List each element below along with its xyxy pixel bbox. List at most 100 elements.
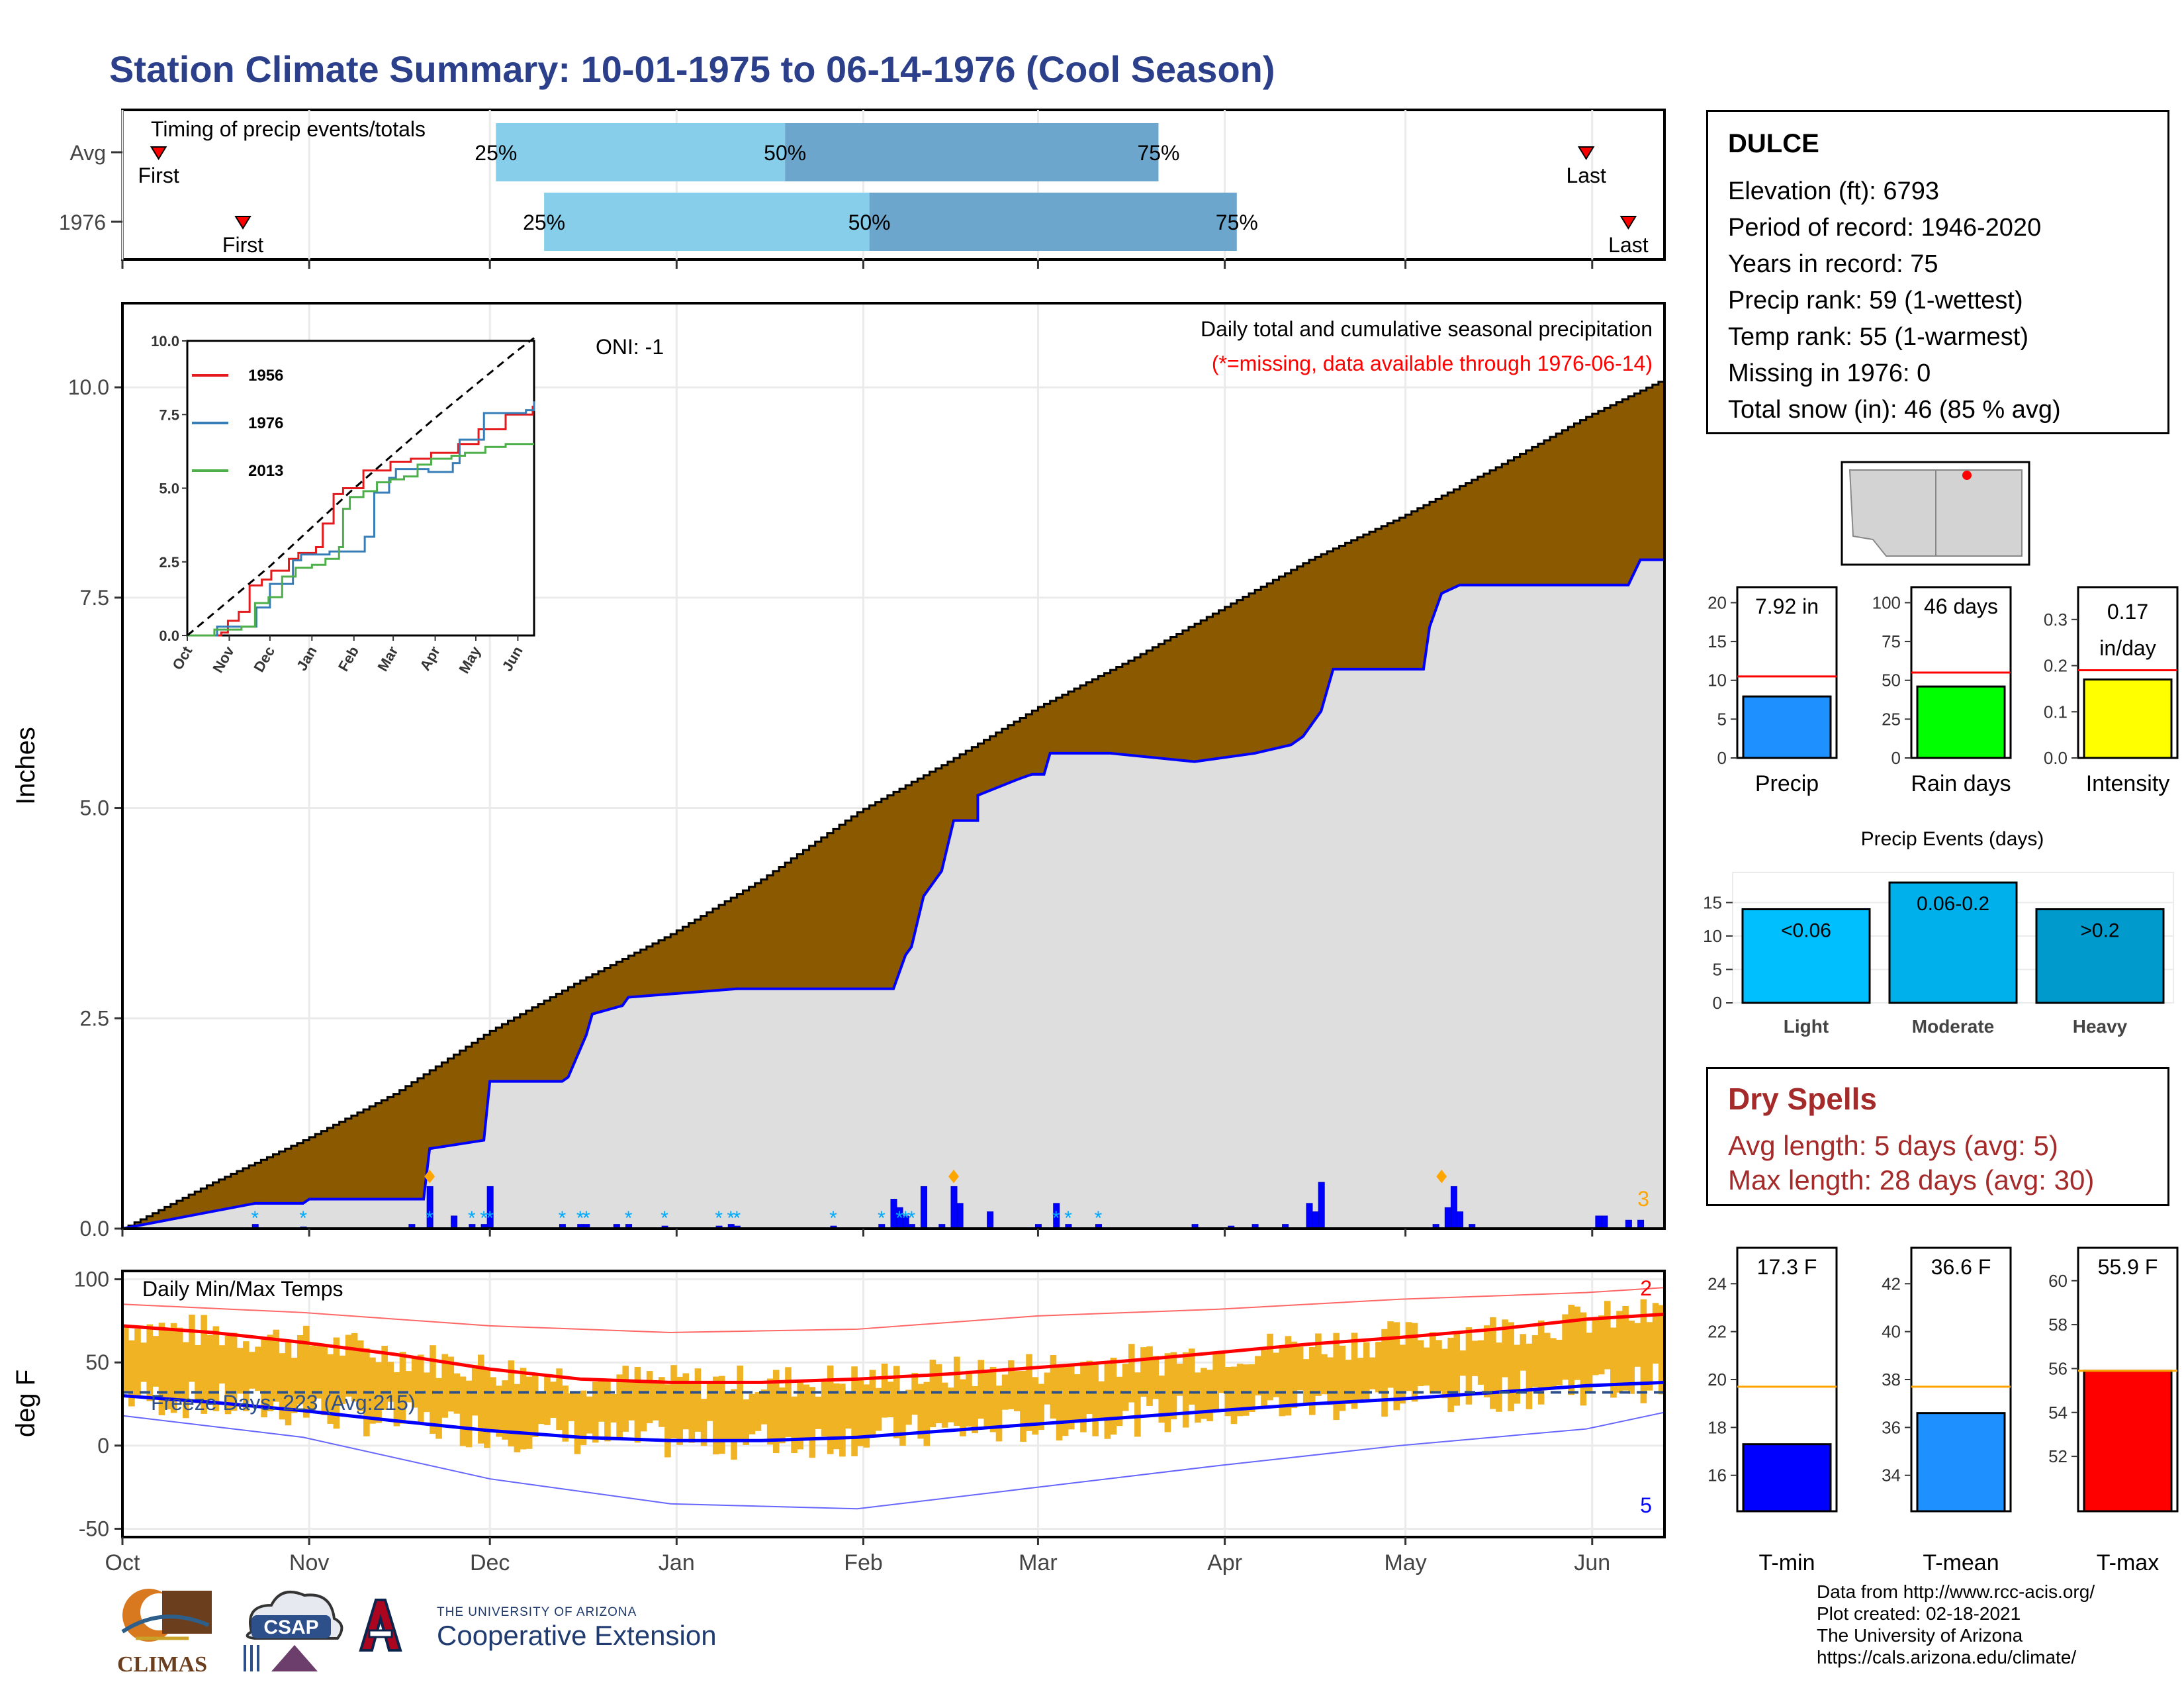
precip-stat-ytick-label: 0.0 (2044, 748, 2068, 768)
temp-stat-ytick-label: 40 (1882, 1322, 1901, 1342)
temp-daily-bar (1471, 1340, 1479, 1376)
timing-pct-label: 75% (1216, 211, 1258, 234)
snow-marker: * (895, 1207, 903, 1229)
temp-daily-bar (1158, 1376, 1165, 1423)
precip-stat-bar (1742, 695, 1832, 759)
temp-daily-bar (230, 1333, 238, 1411)
temp-daily-bar (1345, 1360, 1352, 1404)
temp-daily-bar (296, 1335, 304, 1405)
observed-cumulative-line (122, 558, 1664, 1230)
temp-daily-bar (682, 1373, 690, 1430)
snow-marker: * (582, 1207, 590, 1229)
temp-daily-bar (652, 1380, 659, 1421)
temp-daily-bar (978, 1360, 985, 1419)
temp-daily-bar (369, 1357, 376, 1424)
temp-stat-ytick-label: 24 (1707, 1274, 1727, 1293)
temp-daily-bar (628, 1382, 635, 1421)
observed-cumulative-area (122, 559, 1664, 1229)
temp-daily-bar (333, 1337, 340, 1429)
temp-series-avg-max (122, 1312, 1665, 1384)
precip-stat-value-label: 7.92 in (1755, 594, 1819, 618)
temp-daily-bar (839, 1383, 846, 1457)
temp-daily-bar (128, 1340, 135, 1407)
temp-stat-category-label: T-min (1759, 1550, 1815, 1575)
timing-row-label: Avg (69, 141, 106, 165)
inset-legend-label: 1976 (248, 414, 283, 432)
temp-daily-bar (622, 1366, 629, 1432)
month-label: Jan (659, 1550, 695, 1575)
station-info-panel: DULCE Elevation (ft): 6793 Period of rec… (1706, 110, 2169, 434)
temp-daily-bar (857, 1378, 864, 1446)
temp-daily-bar (424, 1372, 430, 1413)
temp-daily-bar (863, 1384, 870, 1448)
temp-stat-value-label: 55.9 F (2098, 1255, 2158, 1279)
temp-daily-bar (1285, 1336, 1292, 1416)
temp-daily-bar (1201, 1368, 1207, 1419)
temp-daily-bar (809, 1387, 816, 1458)
precip-events-title: Precip Events (days) (1861, 828, 2044, 850)
precip-event-category-label: Moderate (1912, 1016, 1994, 1037)
temp-daily-bar (1477, 1340, 1484, 1385)
inset-ytick-label: 7.5 (159, 406, 179, 423)
oni-label: ONI: -1 (596, 335, 664, 359)
temp-stat-value-label: 17.3 F (1757, 1255, 1817, 1279)
temp-daily-bar (827, 1365, 834, 1454)
temp-daily-bar (195, 1344, 201, 1403)
snow-marker: * (1052, 1207, 1060, 1229)
temp-daily-bar (1230, 1366, 1238, 1425)
temp-daily-bar (923, 1382, 931, 1446)
dry-spells-avg: Avg length: 5 days (avg: 5) (1728, 1130, 2058, 1161)
freeze-days-label: Freeze Days: 223 (Avg:215) (151, 1391, 416, 1415)
temp-daily-bar (502, 1380, 508, 1440)
temp-daily-bar (1092, 1364, 1099, 1436)
temp-daily-bar (189, 1315, 195, 1382)
temp-daily-bar (664, 1384, 671, 1458)
missing-note: (*=missing, data available through 1976-… (1212, 352, 1653, 375)
temp-daily-bar (327, 1354, 334, 1424)
snow-marker: * (715, 1207, 723, 1229)
temp-daily-bar (309, 1345, 316, 1412)
precip-events-ytick-label: 15 (1703, 892, 1722, 912)
precip-stat-value-unit: in/day (2099, 636, 2156, 660)
temp-daily-bar (1592, 1319, 1599, 1376)
climas-text: CLIMAS (117, 1652, 207, 1677)
temp-daily-bar (170, 1323, 177, 1413)
temp-daily-bar (1562, 1314, 1569, 1380)
temp-daily-bar (797, 1382, 803, 1450)
temp-daily-bar (1146, 1346, 1153, 1406)
daily-precip-bar (451, 1215, 458, 1229)
timing-pct-label: 50% (764, 141, 806, 165)
temp-daily-bar (1405, 1322, 1412, 1391)
snow-marker: * (251, 1207, 259, 1229)
temp-daily-bar (833, 1383, 840, 1450)
temp-daily-bar (688, 1382, 696, 1443)
snow-marker: * (426, 1207, 433, 1229)
daily-precip-bar (1306, 1203, 1313, 1229)
temp-daily-bar (218, 1345, 226, 1384)
ua-extension-text: THE UNIVERSITY OF ARIZONA Cooperative Ex… (437, 1605, 717, 1652)
temp-daily-bar (1104, 1364, 1111, 1439)
temp-daily-bar (881, 1363, 888, 1418)
temp-daily-bar (1248, 1364, 1255, 1412)
temp-daily-bar (236, 1348, 244, 1394)
temp-stat-bar (1916, 1412, 2006, 1513)
temp-daily-bar (1381, 1329, 1388, 1417)
month-label: May (1385, 1550, 1427, 1575)
temp-daily-bar (983, 1370, 991, 1427)
temp-daily-bar (399, 1352, 406, 1424)
temp-daily-bar (574, 1393, 581, 1454)
temp-stat-ytick-label: 20 (1707, 1370, 1727, 1389)
inset-series-1976 (187, 401, 535, 637)
temp-daily-bar (1110, 1358, 1117, 1435)
temp-daily-bar (1182, 1352, 1189, 1428)
temp-daily-bar (966, 1370, 972, 1427)
temp-daily-bar (604, 1379, 611, 1442)
temp-daily-bar (941, 1382, 948, 1428)
month-label: Oct (105, 1550, 140, 1575)
precip-frame (121, 302, 1666, 1230)
csap-logo: CSAP (244, 1591, 343, 1671)
temp-daily-bar (1508, 1322, 1514, 1411)
temp-series-record-max (122, 1287, 1665, 1333)
temp-daily-bar (791, 1396, 797, 1454)
temp-daily-bar (146, 1324, 154, 1401)
